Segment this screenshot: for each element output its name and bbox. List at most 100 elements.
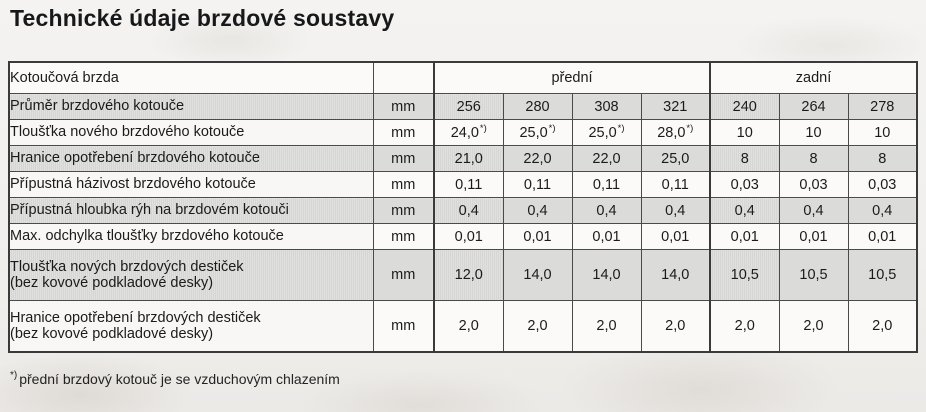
row-unit: mm [372, 249, 435, 301]
cell-value: 10 [778, 119, 849, 146]
row-label: Přípustná hloubka rýh na brzdovém kotouč… [8, 197, 374, 224]
cell-value-text: 240 [732, 98, 757, 115]
cell-value: 24,0*) [433, 119, 504, 146]
cell-value-text: 321 [663, 98, 688, 115]
cell-value-text: 0,01 [454, 228, 483, 245]
row-label: Tloušťka nových brzdových destiček (bez k… [8, 249, 374, 301]
cell-value-text: 0,4 [527, 202, 548, 219]
cell-value: 14,0 [502, 249, 573, 301]
cell-value-text: 24,0 [450, 124, 479, 141]
footnote-text: přední brzdový kotouč je se vzduchovým c… [19, 371, 340, 387]
cell-value: 0,11 [571, 171, 642, 198]
cell-value-text: 0,4 [803, 202, 824, 219]
cell-value-text: 0,01 [661, 228, 690, 245]
cell-value: 25,0*) [571, 119, 642, 146]
cell-value: 0,4 [640, 197, 711, 224]
cell-value-text: 14,0 [523, 267, 552, 283]
cell-value: 0,01 [571, 223, 642, 250]
cell-value-text: 2,0 [872, 318, 893, 334]
cell-value-text: 8 [809, 150, 818, 167]
footnote: *) přední brzdový kotouč je se vzduchovým… [10, 371, 340, 387]
cell-value-text: 10 [805, 124, 822, 141]
row-label-line1: Tloušťka nového brzdového kotouče [10, 124, 245, 141]
cell-value-text: 10,5 [868, 267, 897, 283]
cell-value-text: 0,11 [455, 176, 483, 193]
cell-value: 25,0*) [502, 119, 573, 146]
row-label-line1: Tloušťka nových brzdových destiček [10, 258, 244, 275]
cell-value: 240 [709, 93, 780, 120]
cell-value: 8 [847, 145, 918, 172]
cell-value-text: 0,01 [868, 228, 897, 245]
table-head: Kotoučová brzda přední zadní [8, 61, 918, 94]
row-unit: mm [372, 171, 435, 198]
cell-value: 10,5 [847, 249, 918, 301]
cell-value-text: 0,03 [730, 176, 759, 193]
cell-value: 22,0 [502, 145, 573, 172]
cell-value-text: 10 [736, 124, 753, 141]
cell-value: 10 [847, 119, 918, 146]
cell-value-text: 280 [525, 98, 550, 115]
cell-value-text: 12,0 [454, 267, 483, 283]
cell-value: 0,01 [847, 223, 918, 250]
cell-value-text: 10,5 [799, 267, 828, 283]
cell-value-text: 2,0 [596, 318, 617, 334]
footnote-marker: *) [10, 370, 18, 382]
cell-value: 10,5 [778, 249, 849, 301]
table-row: Tloušťka nového brzdového kotouče mm 24,0*… [8, 119, 918, 146]
cell-value: 0,4 [502, 197, 573, 224]
row-label-line2: (bez kovové podkladové desky) [10, 275, 214, 291]
row-label: Hranice opotřebení brzdových destiček (be… [8, 300, 374, 353]
row-unit: mm [372, 223, 435, 250]
cell-value: 0,01 [778, 223, 849, 250]
cell-value-text: 0,4 [665, 202, 686, 219]
cell-value: 0,01 [640, 223, 711, 250]
cell-value: 0,03 [709, 171, 780, 198]
cell-value: 2,0 [433, 300, 504, 353]
cell-value-text: 14,0 [592, 267, 621, 283]
cell-value-text: 0,03 [799, 176, 828, 193]
cell-value-text: 0,01 [592, 228, 621, 245]
cell-value-text: 2,0 [803, 318, 824, 334]
cell-value: 22,0 [571, 145, 642, 172]
row-label-line1: Max. odchylka tloušťky brzdového kotouče [10, 228, 284, 245]
cell-value: 8 [778, 145, 849, 172]
cell-value-text: 22,0 [592, 150, 621, 167]
header-group-front: přední [433, 61, 711, 94]
row-label-line1: Přípustná hloubka rýh na brzdovém kotouč… [10, 202, 289, 219]
cell-value-text: 8 [878, 150, 887, 167]
cell-value-text: 0,01 [730, 228, 759, 245]
cell-value-text: 2,0 [665, 318, 686, 334]
row-label: Tloušťka nového brzdového kotouče [8, 119, 374, 146]
cell-value: 256 [433, 93, 504, 120]
cell-value: 10 [709, 119, 780, 146]
cell-value: 0,01 [709, 223, 780, 250]
brake-spec-table: Kotoučová brzda přední zadní Průměr brzd… [8, 61, 919, 353]
cell-value: 28,0*) [640, 119, 711, 146]
row-label: Max. odchylka tloušťky brzdového kotouče [8, 223, 374, 250]
cell-value-text: 25,0 [661, 150, 690, 167]
row-label-line1: Hranice opotřebení brzdových destiček [10, 309, 261, 326]
cell-value: 2,0 [847, 300, 918, 353]
cell-value-text: 0,4 [734, 202, 755, 219]
header-row-label: Kotoučová brzda [8, 61, 374, 94]
cell-value: 10,5 [709, 249, 780, 301]
cell-value-text: 264 [801, 98, 826, 115]
cell-value-text: 0,03 [868, 176, 897, 193]
cell-value: 0,03 [778, 171, 849, 198]
row-label: Průměr brzdového kotouče [8, 93, 374, 120]
cell-footnote-marker: *) [479, 122, 487, 134]
cell-value: 280 [502, 93, 573, 120]
cell-value-text: 21,0 [454, 150, 483, 167]
cell-value: 308 [571, 93, 642, 120]
row-unit: mm [372, 145, 435, 172]
row-label-line2: (bez kovové podkladové desky) [10, 326, 214, 342]
header-group-rear: zadní [708, 61, 918, 94]
cell-value-text: 0,4 [458, 202, 479, 219]
row-label-line1: Průměr brzdového kotouče [10, 98, 185, 115]
row-label: Hranice opotřebení brzdového kotouče [8, 145, 374, 172]
table-row: Přípustná hloubka rýh na brzdovém kotouč… [8, 197, 918, 224]
table-body: Průměr brzdového kotouče mm 256 280 308 321 24… [8, 93, 918, 353]
page-title: Technické údaje brzdové soustavy [10, 5, 395, 31]
cell-value: 2,0 [640, 300, 711, 353]
table-row: Hranice opotřebení brzdového kotouče mm 21… [8, 145, 918, 172]
